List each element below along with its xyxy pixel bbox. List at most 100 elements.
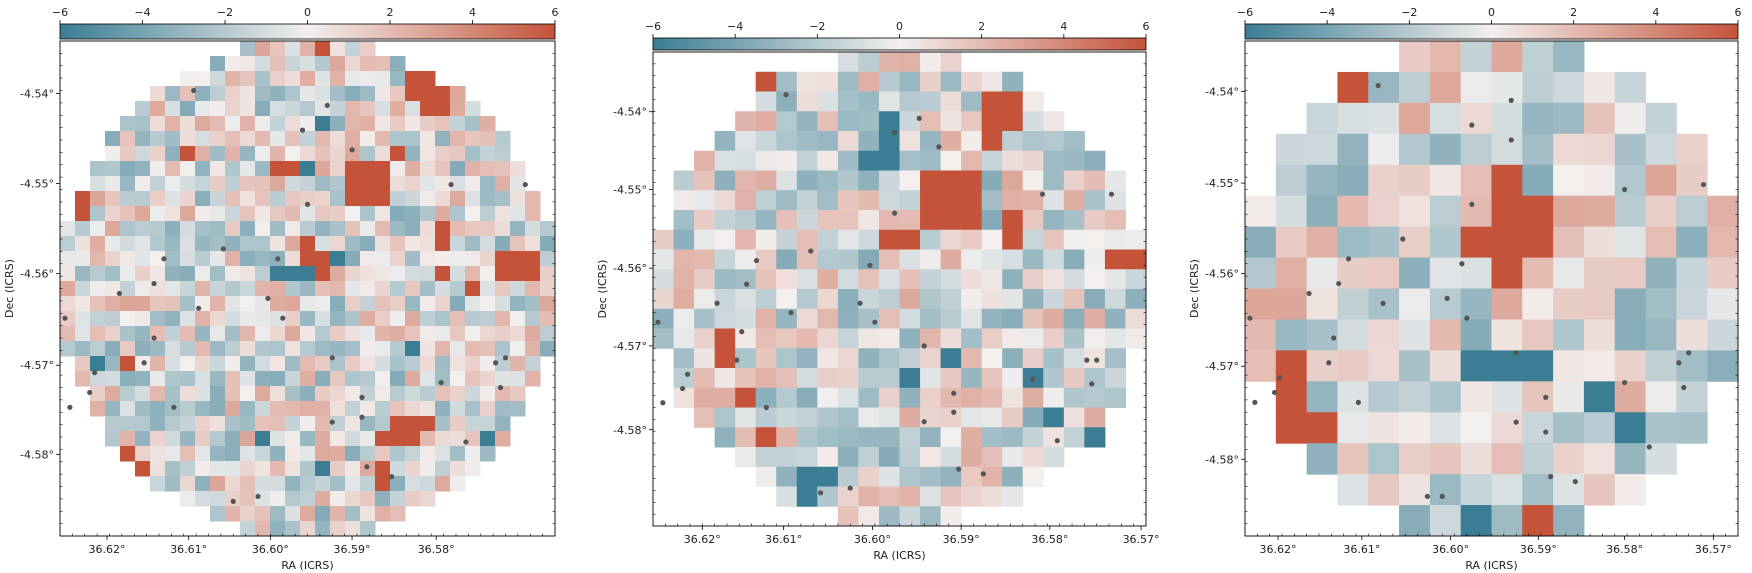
- heatmap-cell: [961, 466, 983, 487]
- heatmap-cell: [105, 341, 121, 357]
- heatmap-cell: [195, 191, 211, 207]
- colorbar-gradient: [652, 37, 1147, 51]
- heatmap-cell: [270, 206, 286, 222]
- heatmap-cell: [405, 221, 421, 237]
- heatmap-cell: [878, 407, 900, 428]
- heatmap-cell: [105, 236, 121, 252]
- heatmap-cell: [1084, 170, 1106, 191]
- heatmap-cell: [120, 431, 136, 447]
- heatmap-cell: [1104, 190, 1126, 211]
- heatmap-cell: [817, 328, 839, 349]
- heatmap-cell: [525, 311, 541, 327]
- heatmap-cell: [1084, 427, 1106, 448]
- heatmap-cell: [315, 491, 331, 507]
- heatmap-cell: [1429, 350, 1462, 382]
- heatmap-cell: [345, 221, 361, 237]
- heatmap-cell: [961, 348, 983, 369]
- heatmap-cell: [270, 101, 286, 117]
- heatmap-cell: [1337, 319, 1369, 351]
- heatmap-cell: [510, 221, 526, 237]
- heatmap-cell: [1043, 348, 1065, 369]
- heatmap-cell: [150, 371, 166, 387]
- source-point: [1508, 137, 1514, 143]
- x-tick-label: 36.60°: [252, 543, 289, 556]
- heatmap-cell: [981, 447, 1003, 468]
- heatmap-cell: [435, 251, 451, 267]
- heatmap-cell: [465, 416, 481, 432]
- heatmap-cell: [435, 446, 451, 462]
- heatmap-cell: [105, 371, 121, 387]
- heatmap-cell: [1553, 319, 1585, 351]
- heatmap-cell: [300, 56, 316, 72]
- panel-left: −6 −4 −2 0 2 4 636.62° 36.61° 36.60° 36.59° 36.58°…: [3, 6, 559, 572]
- heatmap-cell: [180, 296, 196, 312]
- heatmap-cell: [345, 56, 361, 72]
- heatmap-cell: [135, 341, 151, 357]
- heatmap-cell: [225, 206, 241, 222]
- heatmap-cell: [1022, 447, 1044, 468]
- heatmap-cell: [240, 176, 256, 192]
- heatmap-cell: [195, 476, 211, 492]
- heatmap-cell: [495, 296, 511, 312]
- heatmap-cell: [135, 326, 151, 342]
- heatmap-cell: [345, 521, 361, 537]
- heatmap-cell: [390, 401, 406, 417]
- heatmap-cell: [390, 341, 406, 357]
- heatmap-cell: [525, 206, 541, 222]
- heatmap-cell: [1583, 195, 1616, 228]
- heatmap-cell: [837, 210, 859, 231]
- heatmap-cell: [330, 326, 346, 342]
- heatmap-cell: [330, 506, 346, 522]
- heatmap-cell: [405, 71, 421, 87]
- heatmap-cell: [120, 371, 136, 387]
- heatmap-cell: [796, 466, 818, 487]
- heatmap-cell: [878, 131, 900, 152]
- heatmap-cell: [796, 368, 818, 389]
- heatmap-cell: [920, 368, 942, 389]
- heatmap-cell: [1125, 269, 1147, 290]
- heatmap-cell: [796, 210, 818, 231]
- colorbar-tick-label: −4: [727, 20, 743, 33]
- heatmap-cell: [405, 371, 421, 387]
- heatmap-cell: [390, 491, 406, 507]
- heatmap-cell: [315, 296, 331, 312]
- heatmap-cell: [796, 131, 818, 152]
- heatmap-cell: [330, 146, 346, 162]
- heatmap-cell: [1022, 387, 1044, 408]
- heatmap-cell: [981, 289, 1003, 310]
- heatmap-cell: [240, 251, 256, 267]
- heatmap-cell: [495, 206, 511, 222]
- heatmap-cell: [940, 190, 962, 211]
- heatmap-cell: [1022, 150, 1044, 171]
- heatmap-cell: [285, 281, 301, 297]
- heatmap-cell: [165, 101, 181, 117]
- heatmap-cell: [1645, 102, 1677, 135]
- heatmap-cell: [390, 506, 406, 522]
- heatmap-cell: [195, 146, 211, 162]
- heatmap-cell: [390, 476, 406, 492]
- heatmap-cell: [465, 146, 481, 162]
- heatmap-cell: [285, 326, 301, 342]
- heatmap-cell: [480, 371, 496, 387]
- heatmap-cell: [510, 356, 526, 372]
- heatmap-cell: [495, 281, 511, 297]
- heatmap-cell: [899, 150, 921, 171]
- heatmap-cell: [673, 289, 695, 310]
- x-tick-label: 36.59°: [943, 533, 980, 546]
- heatmap-cell: [899, 71, 921, 92]
- heatmap-cell: [435, 176, 451, 192]
- heatmap-cell: [330, 341, 346, 357]
- source-point: [951, 390, 957, 396]
- heatmap-cell: [420, 296, 436, 312]
- heatmap-cell: [210, 161, 226, 177]
- heatmap-cell: [165, 161, 181, 177]
- heatmap-cell: [390, 416, 406, 432]
- heatmap-cell: [165, 326, 181, 342]
- heatmap-cell: [1522, 71, 1554, 104]
- heatmap-cell: [435, 401, 451, 417]
- heatmap-cell: [240, 221, 256, 237]
- heatmap-cell: [345, 296, 361, 312]
- heatmap-cell: [405, 206, 421, 222]
- heatmap-cell: [755, 150, 777, 171]
- heatmap-cell: [375, 101, 391, 117]
